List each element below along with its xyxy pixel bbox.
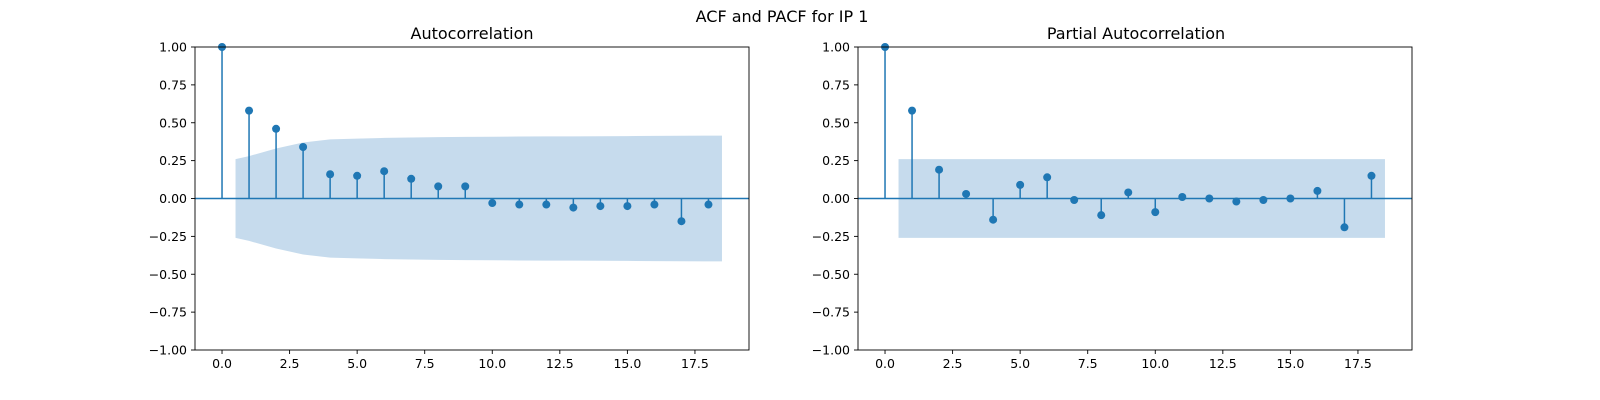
acf-x-tick-label: 5.0 bbox=[347, 356, 367, 371]
pacf-marker-lag-13 bbox=[1232, 197, 1241, 206]
acf-y-tick-label: −0.75 bbox=[149, 305, 187, 320]
pacf-marker-lag-15 bbox=[1286, 194, 1295, 203]
pacf-x-tick-label: 10.0 bbox=[1141, 356, 1169, 371]
acf-x-tick-label: 2.5 bbox=[280, 356, 300, 371]
pacf-x-tick-label: 5.0 bbox=[1010, 356, 1030, 371]
acf-marker-lag-13 bbox=[569, 203, 578, 212]
pacf-y-tick-label: 0.75 bbox=[822, 77, 850, 92]
pacf-marker-lag-12 bbox=[1205, 194, 1214, 203]
acf-panel: Autocorrelation 0.0 2.5 5.0 7.5 10.0 12.5 15.0… bbox=[149, 24, 750, 371]
figure-title: ACF and PACF for IP 1 bbox=[696, 7, 869, 26]
acf-panel-title: Autocorrelation bbox=[411, 24, 534, 43]
pacf-x-tick-label: 0.0 bbox=[875, 356, 895, 371]
pacf-y-tick-label: 0.50 bbox=[822, 115, 850, 130]
acf-y-tick-label: 0.75 bbox=[159, 77, 187, 92]
acf-marker-lag-11 bbox=[515, 200, 524, 209]
acf-y-tick-label: 0.50 bbox=[159, 115, 187, 130]
pacf-y-tick-label: 1.00 bbox=[822, 40, 850, 55]
pacf-marker-lag-11 bbox=[1178, 192, 1187, 201]
acf-x-tick-label: 7.5 bbox=[415, 356, 435, 371]
pacf-marker-lag-7 bbox=[1070, 196, 1079, 205]
acf-marker-lag-5 bbox=[353, 171, 362, 180]
pacf-marker-lag-4 bbox=[989, 215, 998, 224]
pacf-marker-lag-6 bbox=[1043, 173, 1052, 182]
pacf-y-tick-label: −0.25 bbox=[812, 229, 850, 244]
pacf-marker-lag-1 bbox=[908, 106, 917, 115]
acf-marker-lag-17 bbox=[677, 217, 686, 226]
pacf-marker-lag-3 bbox=[962, 189, 971, 198]
pacf-marker-lag-18 bbox=[1367, 171, 1376, 180]
acf-x-tick-label: 15.0 bbox=[613, 356, 641, 371]
acf-marker-lag-4 bbox=[326, 170, 335, 179]
pacf-marker-lag-14 bbox=[1259, 196, 1268, 205]
acf-x-tick-label: 12.5 bbox=[546, 356, 574, 371]
acf-marker-lag-14 bbox=[596, 202, 605, 211]
pacf-panel: Partial Autocorrelation 0.0 2.5 5.0 7.5 10.0… bbox=[812, 24, 1413, 371]
pacf-marker-lag-5 bbox=[1016, 180, 1025, 189]
pacf-panel-title: Partial Autocorrelation bbox=[1047, 24, 1225, 43]
pacf-marker-lag-10 bbox=[1151, 208, 1160, 217]
pacf-marker-lag-2 bbox=[935, 165, 944, 174]
acf-marker-lag-16 bbox=[650, 200, 659, 209]
pacf-y-tick-label: 0.00 bbox=[822, 191, 850, 206]
pacf-x-tick-label: 15.0 bbox=[1276, 356, 1304, 371]
pacf-x-tick-label: 12.5 bbox=[1209, 356, 1237, 371]
acf-y-tick-label: −0.25 bbox=[149, 229, 187, 244]
pacf-y-tick-label: −0.50 bbox=[812, 267, 850, 282]
pacf-marker-lag-16 bbox=[1313, 186, 1322, 195]
acf-y-tick-label: 0.25 bbox=[159, 153, 187, 168]
acf-marker-lag-2 bbox=[272, 124, 281, 133]
acf-marker-lag-6 bbox=[380, 167, 389, 176]
acf-y-tick-label: −1.00 bbox=[149, 343, 187, 358]
pacf-x-tick-label: 7.5 bbox=[1078, 356, 1098, 371]
acf-marker-lag-9 bbox=[461, 182, 470, 191]
pacf-marker-lag-8 bbox=[1097, 211, 1106, 220]
acf-y-tick-label: 1.00 bbox=[159, 40, 187, 55]
acf-marker-lag-1 bbox=[245, 106, 254, 115]
pacf-x-tick-label: 17.5 bbox=[1344, 356, 1372, 371]
pacf-x-tick-label: 2.5 bbox=[943, 356, 963, 371]
acf-x-tick-label: 10.0 bbox=[478, 356, 506, 371]
acf-marker-lag-15 bbox=[623, 202, 632, 211]
pacf-marker-lag-17 bbox=[1340, 223, 1349, 232]
acf-marker-lag-10 bbox=[488, 199, 497, 208]
acf-marker-lag-8 bbox=[434, 182, 443, 191]
acf-marker-lag-7 bbox=[407, 174, 416, 183]
acf-y-tick-label: 0.00 bbox=[159, 191, 187, 206]
pacf-y-tick-label: 0.25 bbox=[822, 153, 850, 168]
acf-y-tick-label: −0.50 bbox=[149, 267, 187, 282]
acf-x-tick-label: 0.0 bbox=[212, 356, 232, 371]
pacf-y-tick-label: −1.00 bbox=[812, 343, 850, 358]
acf-marker-lag-12 bbox=[542, 200, 551, 209]
pacf-y-tick-label: −0.75 bbox=[812, 305, 850, 320]
pacf-marker-lag-9 bbox=[1124, 188, 1133, 197]
acf-marker-lag-18 bbox=[704, 200, 713, 209]
acf-marker-lag-3 bbox=[299, 142, 308, 151]
acf-x-tick-label: 17.5 bbox=[681, 356, 709, 371]
